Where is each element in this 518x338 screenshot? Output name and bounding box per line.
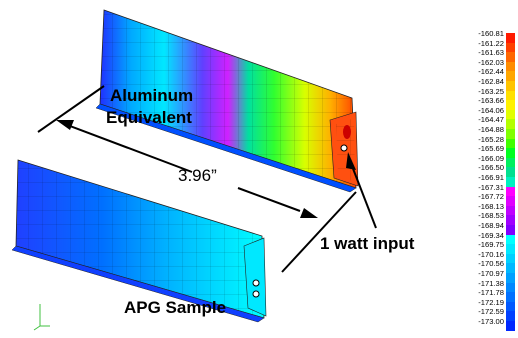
legend-swatch	[506, 253, 515, 264]
input-arrow	[346, 152, 377, 229]
aluminum-label-line2: Equivalent	[106, 108, 192, 127]
legend-tick-label: -164.06	[478, 105, 504, 115]
legend-swatch	[506, 100, 515, 111]
legend-tick-label: -164.47	[478, 115, 504, 125]
legend-tick-label: -169.34	[478, 230, 504, 240]
legend-tick-label: -165.69	[478, 144, 504, 154]
legend-swatch	[506, 205, 515, 216]
legend-tick-label: -170.56	[478, 259, 504, 269]
legend-tick-label: -169.75	[478, 240, 504, 250]
legend-swatch	[506, 71, 515, 82]
legend-tick-label: -162.84	[478, 77, 504, 86]
dimension-markers	[37, 85, 357, 273]
legend-swatch	[506, 263, 515, 274]
legend-tick-label: -164.88	[478, 125, 504, 134]
legend-tick-label: -168.13	[478, 201, 504, 211]
legend-tick-label: -161.63	[478, 48, 504, 58]
legend-tick-label: -161.22	[478, 38, 504, 48]
legend-tick-label: -168.53	[478, 211, 504, 221]
legend-swatch	[506, 119, 515, 130]
legend-tick-label: -170.97	[478, 269, 504, 278]
legend-swatch	[506, 33, 515, 44]
sample-label: APG Sample	[124, 298, 227, 317]
legend-swatch	[506, 186, 515, 197]
legend-swatch	[506, 109, 515, 120]
legend-swatch	[506, 90, 515, 101]
legend-swatch	[506, 81, 515, 92]
axis-triad-icon	[33, 304, 50, 331]
legend-tick-label: -172.19	[478, 297, 504, 307]
legend-swatch	[506, 196, 515, 207]
legend-swatch	[506, 273, 515, 284]
legend-tick-label: -173.00	[478, 317, 504, 326]
legend-swatch	[506, 148, 515, 159]
legend-tick-label: -168.94	[478, 221, 504, 230]
legend-tick-label: -162.03	[478, 57, 504, 67]
legend-swatch	[506, 157, 515, 168]
legend-tick-label: -163.25	[478, 86, 504, 96]
legend-tick-label: -171.38	[478, 278, 504, 288]
legend-tick-label: -160.81	[478, 29, 504, 38]
apg-sample-model	[11, 159, 267, 323]
aluminum-label-line1: Aluminum	[110, 86, 194, 105]
legend-tick-label: -167.31	[478, 182, 504, 192]
color-legend-bar	[506, 33, 515, 332]
dimension-label: 3.96”	[178, 166, 217, 185]
legend-swatch	[506, 282, 515, 293]
legend-swatch	[506, 52, 515, 63]
legend-tick-label: -170.16	[478, 249, 504, 259]
legend-swatch	[506, 225, 515, 236]
legend-swatch	[506, 301, 515, 312]
legend-tick-label: -166.50	[478, 163, 504, 173]
legend-tick-label: -165.28	[478, 134, 504, 144]
legend-tick-label: -172.59	[478, 307, 504, 317]
legend-tick-label: -166.91	[478, 173, 504, 182]
legend-swatch	[506, 311, 515, 322]
legend-swatch	[506, 215, 515, 226]
input-label: 1 watt input	[320, 234, 415, 253]
legend-swatch	[506, 129, 515, 140]
legend-swatch	[506, 42, 515, 53]
legend-tick-label: -162.44	[478, 67, 504, 77]
legend-tick-label: -167.72	[478, 192, 504, 202]
legend-swatch	[506, 292, 515, 303]
legend-swatch	[506, 167, 515, 178]
aluminum-beam-model	[95, 9, 359, 193]
legend-swatch	[506, 244, 515, 255]
legend-swatch	[506, 234, 515, 245]
legend-tick-label: -171.78	[478, 288, 504, 298]
legend-swatch	[506, 177, 515, 188]
legend-tick-label: -163.66	[478, 96, 504, 106]
legend-tick-label: -166.09	[478, 153, 504, 163]
legend-swatch	[506, 321, 515, 332]
legend-swatch	[506, 138, 515, 149]
legend-swatch	[506, 61, 515, 72]
